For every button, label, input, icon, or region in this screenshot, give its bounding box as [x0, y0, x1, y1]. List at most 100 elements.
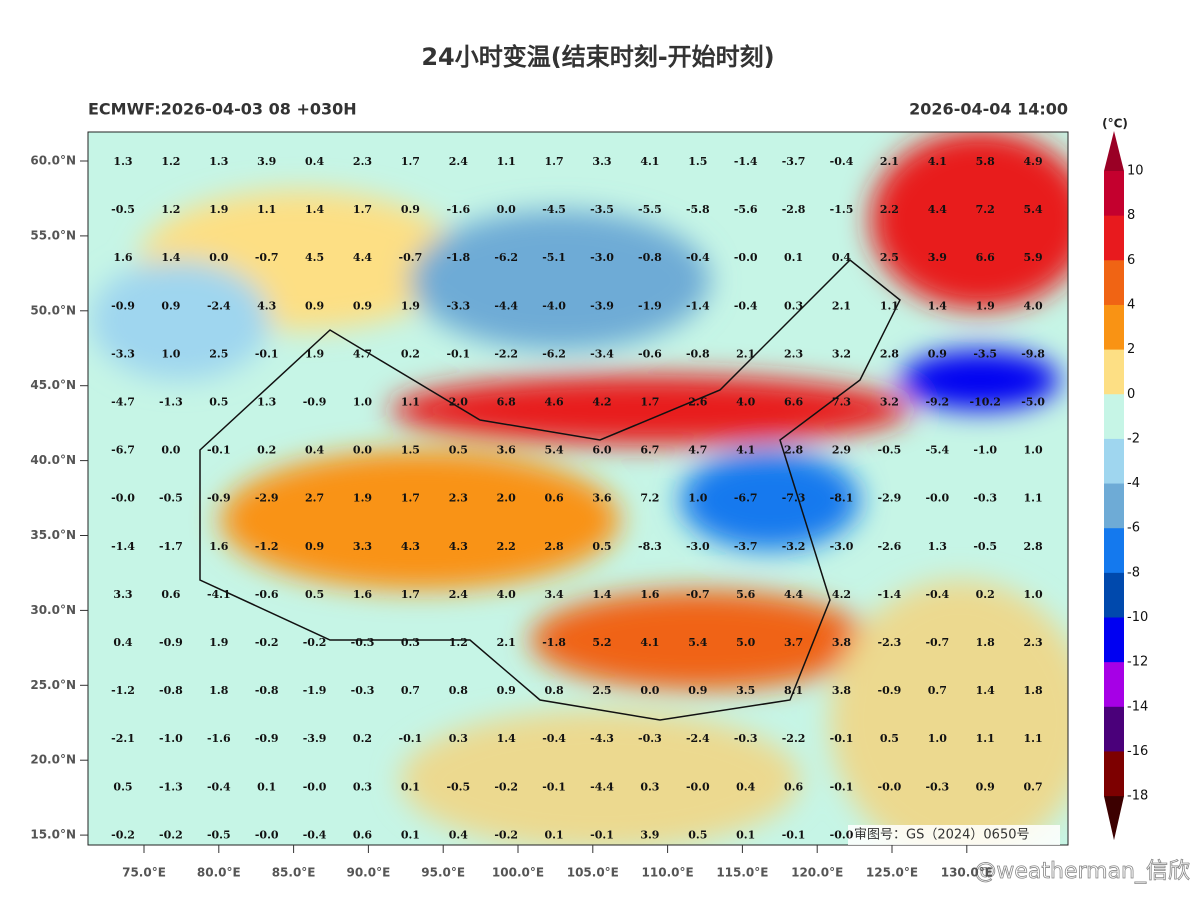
colorbar-unit: (°C) [1102, 117, 1128, 131]
lat-label: 30.0°N [30, 603, 76, 617]
grid-value: -1.4 [734, 155, 758, 168]
grid-value: 0.5 [880, 732, 899, 745]
grid-value: 1.6 [209, 540, 228, 553]
colorbar-segment [1104, 528, 1124, 574]
temperature-field [88, 132, 1068, 845]
grid-value: 1.7 [353, 203, 372, 216]
grid-value: 1.9 [401, 299, 420, 312]
grid-value: -8.3 [638, 540, 662, 553]
grid-value: -4.4 [590, 780, 614, 793]
grid-value: -0.4 [207, 780, 231, 793]
grid-value: -9.8 [1021, 347, 1045, 360]
grid-value: 3.9 [928, 251, 947, 264]
grid-value: 4.6 [545, 396, 564, 409]
lat-label: 15.0°N [30, 828, 76, 842]
colorbar-arrow-bottom [1104, 796, 1124, 841]
grid-value: 1.4 [305, 203, 324, 216]
grid-value: 0.9 [976, 780, 995, 793]
grid-value: 4.9 [1024, 155, 1043, 168]
grid-value: 4.3 [401, 540, 420, 553]
grid-value: 5.6 [736, 588, 755, 601]
grid-value: -0.1 [542, 780, 566, 793]
grid-value: 2.0 [497, 492, 516, 505]
grid-value: -0.8 [159, 684, 183, 697]
grid-value: -0.7 [686, 588, 710, 601]
grid-value: -4.5 [542, 203, 566, 216]
lon-label: 120.0°E [791, 866, 843, 880]
grid-value: 3.3 [353, 540, 372, 553]
grid-value: -5.4 [925, 444, 949, 457]
grid-value: 0.5 [209, 396, 228, 409]
colorbar-label: 0 [1127, 387, 1135, 402]
approval-box [848, 825, 1060, 845]
grid-value: -0.0 [303, 780, 327, 793]
lon-label: 95.0°E [421, 866, 465, 880]
grid-value: 0.9 [305, 299, 324, 312]
grid-value: 0.0 [640, 684, 659, 697]
grid-value: -4.1 [207, 588, 231, 601]
grid-value: -0.5 [973, 540, 997, 553]
colorbar-segment [1104, 304, 1124, 351]
grid-value: -3.9 [303, 732, 327, 745]
grid-value: 2.8 [880, 347, 899, 360]
grid-value: 1.1 [401, 396, 420, 409]
grid-value: -1.8 [446, 251, 470, 264]
grid-value: 5.4 [688, 636, 707, 649]
grid-value: 0.1 [784, 251, 803, 264]
grid-value: 1.3 [928, 540, 947, 553]
grid-value: -5.0 [1021, 396, 1045, 409]
grid-value: -0.4 [686, 251, 710, 264]
grid-value: 1.0 [1024, 588, 1043, 601]
colorbar-segment [1104, 662, 1124, 708]
grid-value: -3.4 [590, 347, 614, 360]
grid-value: -3.3 [111, 347, 135, 360]
grid-value: -0.2 [159, 828, 183, 841]
colorbar-label: -14 [1127, 699, 1148, 714]
grid-value: 0.6 [784, 780, 803, 793]
grid-value: -0.1 [782, 828, 806, 841]
grid-value: 6.0 [592, 444, 611, 457]
grid-value: 2.8 [784, 444, 803, 457]
grid-value: 3.4 [545, 588, 564, 601]
grid-value: 1.0 [928, 732, 947, 745]
lat-label: 35.0°N [30, 528, 76, 542]
grid-value: -1.5 [830, 203, 854, 216]
grid-value: 4.5 [305, 251, 324, 264]
grid-value: -1.2 [111, 684, 135, 697]
grid-value: 4.7 [353, 347, 372, 360]
grid-value: -0.3 [925, 780, 949, 793]
grid-value: -1.4 [111, 540, 135, 553]
grid-value: 1.9 [305, 347, 324, 360]
colorbar-segment [1104, 617, 1124, 663]
grid-value: 1.4 [976, 684, 995, 697]
watermark: @weatherman_信欣 [974, 859, 1190, 884]
grid-value: 1.1 [257, 203, 276, 216]
lon-label: 130.0°E [941, 866, 993, 880]
grid-value: 0.0 [353, 444, 372, 457]
grid-value: 0.7 [928, 684, 947, 697]
grid-value: 0.9 [353, 299, 372, 312]
grid-value: 5.0 [736, 636, 755, 649]
colorbar-label: -2 [1127, 431, 1140, 446]
grid-value: -3.2 [782, 540, 806, 553]
grid-value: 4.2 [592, 396, 611, 409]
grid-value: -1.4 [878, 588, 902, 601]
grid-value: 1.5 [401, 444, 420, 457]
grid-value: 1.7 [401, 155, 420, 168]
grid-value: 1.7 [640, 396, 659, 409]
grid-value: 0.7 [1024, 780, 1043, 793]
colorbar-segment [1104, 706, 1124, 752]
grid-value: 4.1 [928, 155, 947, 168]
grid-value: 4.4 [784, 588, 803, 601]
grid-value: 2.1 [832, 299, 851, 312]
grid-value: 1.4 [161, 251, 180, 264]
grid-value: 1.1 [880, 299, 899, 312]
lon-label: 115.0°E [716, 866, 768, 880]
grid-value: 1.1 [1024, 492, 1043, 505]
colorbar-label: 8 [1127, 208, 1135, 223]
grid-value: 0.3 [784, 299, 803, 312]
grid-value: -1.9 [303, 684, 327, 697]
grid-value: 2.5 [592, 684, 611, 697]
grid-value: 6.8 [497, 396, 516, 409]
